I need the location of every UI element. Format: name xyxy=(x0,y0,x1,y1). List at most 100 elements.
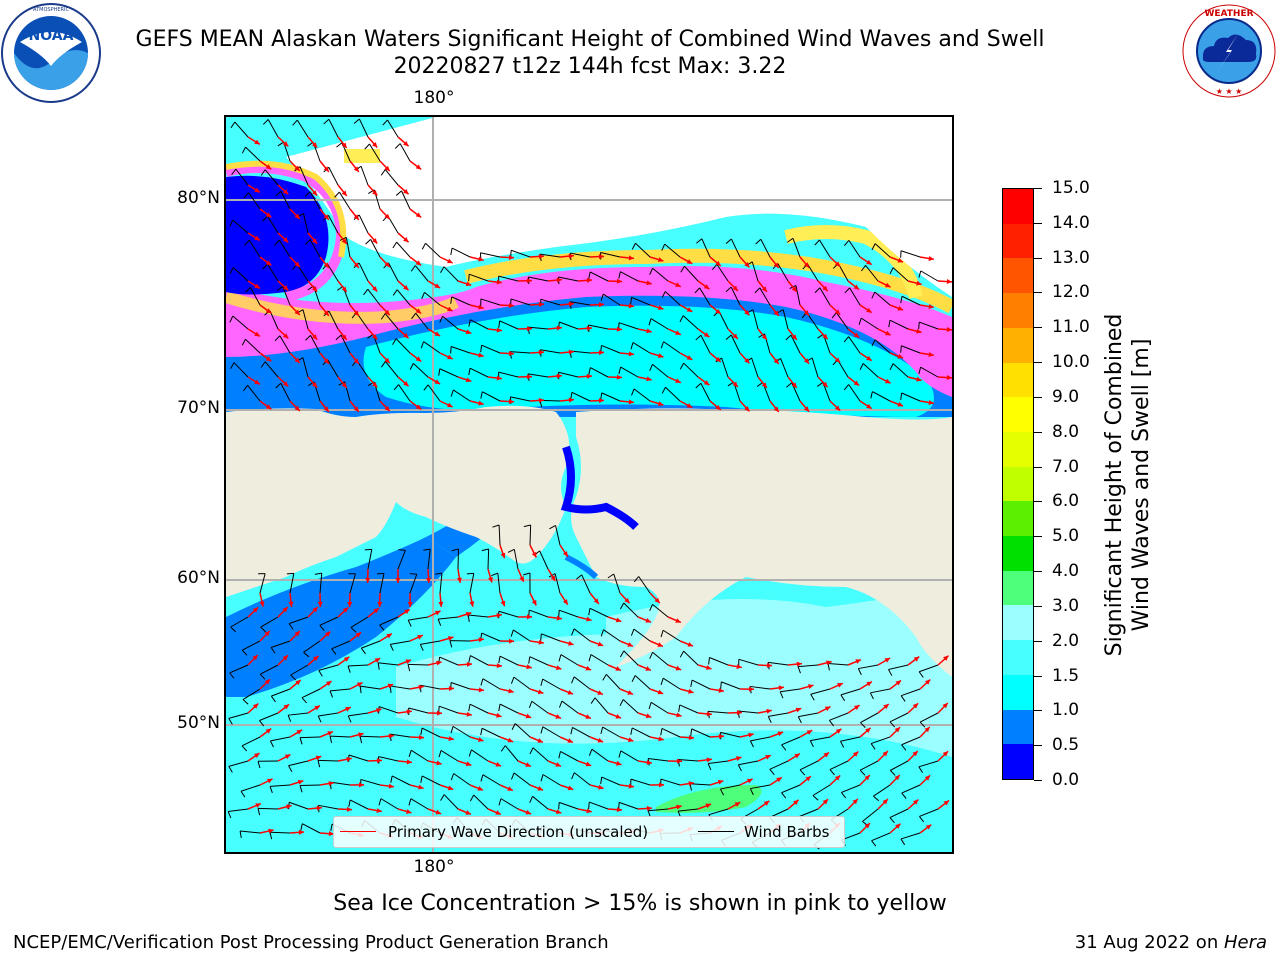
wind-barb-feather xyxy=(363,288,369,296)
wind-barb xyxy=(500,798,519,810)
wave-direction-arrowhead xyxy=(761,286,767,292)
wind-barb-feather xyxy=(590,697,596,704)
wave-direction-arrowhead xyxy=(255,803,261,808)
wind-barb-feather xyxy=(491,572,498,577)
wave-direction-arrowhead xyxy=(567,785,574,791)
wind-barb-feather xyxy=(276,285,283,292)
wind-barb-feather xyxy=(468,368,471,376)
wave-direction-arrowhead xyxy=(326,681,332,686)
wind-barb xyxy=(862,363,879,378)
wave-direction-arrowhead xyxy=(615,666,621,671)
wind-barb xyxy=(652,651,669,666)
wind-barb xyxy=(920,366,939,378)
wind-barb xyxy=(751,261,759,282)
wind-barb xyxy=(716,264,729,282)
wind-barb xyxy=(288,616,309,625)
wind-barb xyxy=(424,291,441,306)
wind-barb xyxy=(379,616,399,626)
wave-direction-arrowhead xyxy=(645,618,651,623)
wind-barb-feather xyxy=(649,652,654,659)
wave-direction-arrowhead xyxy=(456,577,462,583)
wind-barb-feather xyxy=(480,774,484,782)
wind-barb xyxy=(360,166,369,186)
wind-barb xyxy=(918,760,939,768)
wind-barb xyxy=(409,574,418,594)
wind-barb-feather xyxy=(301,697,307,704)
wind-barb-feather xyxy=(696,238,703,244)
wind-barb xyxy=(384,169,399,186)
colorbar-tick xyxy=(1034,188,1042,189)
wave-direction-arrowhead xyxy=(252,703,259,709)
wind-barb-feather xyxy=(588,801,590,810)
wind-barb xyxy=(481,727,501,738)
wind-barb xyxy=(279,335,291,354)
wave-direction-arrowhead xyxy=(925,824,932,830)
wind-barb-feather xyxy=(540,633,542,641)
wind-barb xyxy=(559,321,579,330)
wind-barb-feather xyxy=(630,727,633,735)
wind-barb xyxy=(528,326,549,330)
wind-barb-feather xyxy=(860,722,866,728)
colorbar-tick xyxy=(1034,396,1042,398)
wind-barb xyxy=(919,808,939,817)
wind-barb-feather xyxy=(242,699,249,705)
wave-direction-arrowhead xyxy=(353,166,359,172)
wind-barb-feather xyxy=(492,524,500,528)
colorbar-tick xyxy=(1034,780,1042,781)
wind-barb xyxy=(299,736,321,739)
wave-direction-arrowhead xyxy=(406,759,412,765)
wind-barb-feather xyxy=(510,629,514,637)
wave-direction-arrowhead xyxy=(377,601,383,607)
lat-label-80: 80°N xyxy=(177,188,220,208)
wind-barb-feather xyxy=(695,382,702,389)
wave-direction-arrowhead xyxy=(496,375,502,381)
wind-barb xyxy=(328,118,339,138)
wave-direction-arrowhead xyxy=(853,380,860,386)
wave-direction-arrowhead xyxy=(598,254,604,260)
wind-barb-feather xyxy=(440,266,445,274)
wind-barb-feather xyxy=(711,264,718,270)
wind-barb-feather xyxy=(227,811,232,819)
wind-barb xyxy=(396,289,411,306)
wave-direction-arrowhead xyxy=(773,310,779,316)
wind-barb xyxy=(513,676,531,690)
colorbar-tick-label: 4.0 xyxy=(1052,561,1080,582)
wave-direction-arrowhead xyxy=(328,831,334,837)
wave-direction-arrowhead xyxy=(598,398,604,404)
wave-direction-arrowhead xyxy=(434,283,441,289)
wind-barb-feather xyxy=(871,291,876,299)
legend-barb-label: Wind Barbs xyxy=(744,823,830,841)
wind-barb xyxy=(720,731,741,738)
wind-barb xyxy=(299,784,321,787)
svg-text:· ATMOSPHERIC ·: · ATMOSPHERIC · xyxy=(30,7,73,13)
wave-direction-arrowhead xyxy=(884,282,891,288)
wave-direction-arrowhead xyxy=(265,356,272,362)
colorbar-segment xyxy=(1003,466,1033,502)
wind-barb xyxy=(633,388,651,402)
wind-barb-feather xyxy=(244,239,250,246)
footer-date: 31 Aug 2022 on Hera xyxy=(1075,932,1267,954)
wave-direction-arrowhead xyxy=(436,710,442,716)
wind-barb-feather xyxy=(558,751,561,759)
wind-barb xyxy=(497,573,501,594)
wave-direction-arrowhead xyxy=(791,286,797,292)
wave-direction-arrowhead xyxy=(507,737,514,743)
wind-barb xyxy=(631,727,651,738)
wind-barb xyxy=(871,832,891,842)
wind-barb-feather xyxy=(840,741,845,748)
colorbar-tick-label: 5.0 xyxy=(1052,526,1080,547)
wind-barb xyxy=(573,772,591,786)
wind-barb xyxy=(421,727,441,738)
wind-barb xyxy=(229,664,249,674)
wind-barb-feather xyxy=(844,287,851,294)
wind-barb-feather xyxy=(334,191,340,198)
wind-barb xyxy=(630,778,651,786)
wind-barb-feather xyxy=(619,602,625,610)
wave-direction-arrowhead xyxy=(254,235,260,241)
wave-direction-arrowhead xyxy=(616,374,622,380)
wind-barb-feather xyxy=(571,628,575,636)
wind-barb xyxy=(652,363,669,378)
wind-barb-feather xyxy=(725,238,732,244)
wind-barb-feather xyxy=(781,792,787,799)
footer-host: Hera xyxy=(1223,932,1267,953)
